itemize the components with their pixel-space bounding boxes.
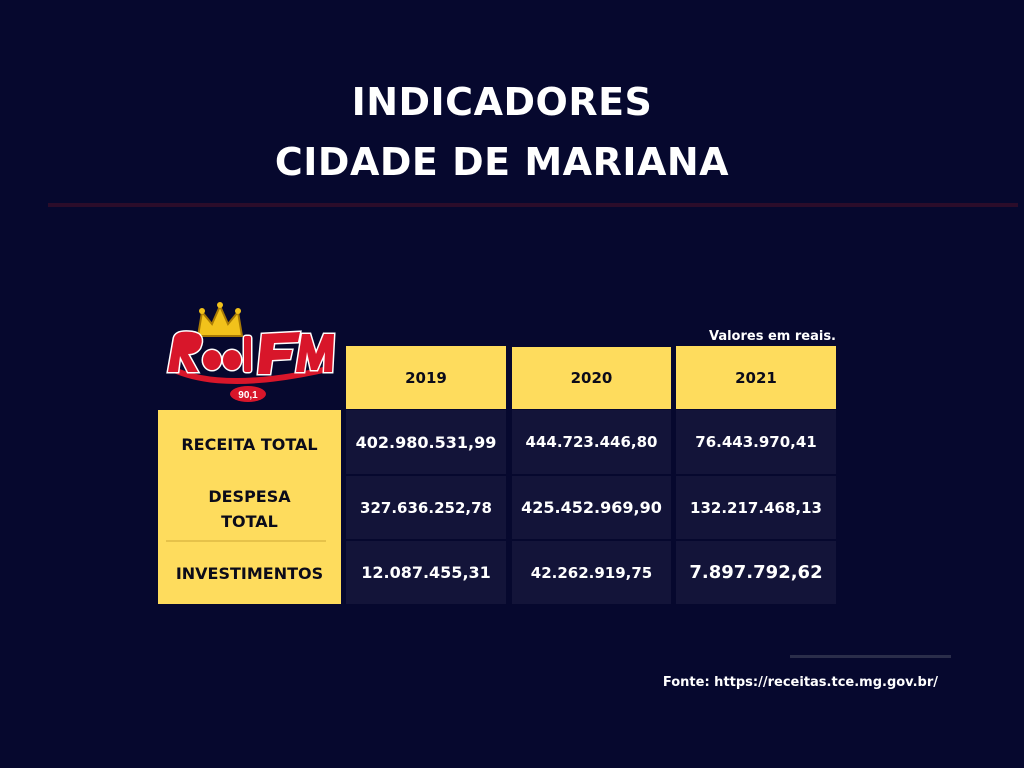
- year-header-2019: 2019: [346, 346, 506, 409]
- value-investimentos-2019: 12.087.455,31: [346, 541, 506, 604]
- real-fm-logo-graphic: 90,1: [166, 302, 336, 402]
- row-label-despesa-line1: DESPESA: [208, 487, 291, 506]
- row-label-receita: RECEITA TOTAL: [181, 434, 318, 454]
- page-title-line1: INDICADORES: [351, 80, 653, 124]
- title-divider: [48, 203, 1018, 207]
- crown-icon: [196, 302, 244, 337]
- row-label-investimentos: INVESTIMENTOS: [175, 563, 324, 583]
- row-label-separator: [166, 540, 326, 542]
- value-despesa-2019: 327.636.252,78: [346, 476, 506, 539]
- value-investimentos-2021: 7.897.792,62: [676, 541, 836, 604]
- row-label-column: [158, 410, 341, 604]
- value-receita-2020: 444.723.446,80: [512, 410, 671, 474]
- currency-note: Valores em reais.: [708, 329, 836, 344]
- year-header-2020: 2020: [512, 347, 671, 409]
- value-receita-2019: 402.980.531,99: [346, 410, 506, 474]
- value-investimentos-2020: 42.262.919,75: [512, 541, 671, 604]
- real-fm-logo: 90,1: [162, 298, 342, 410]
- value-despesa-2021: 132.217.468,13: [676, 476, 836, 539]
- source-citation: Fonte: https://receitas.tce.mg.gov.br/: [662, 675, 938, 690]
- year-header-2021: 2021: [676, 346, 836, 409]
- frequency-label: 90,1: [238, 390, 258, 401]
- value-despesa-2020: 425.452.969,90: [512, 476, 671, 539]
- source-divider: [790, 655, 951, 658]
- row-label-despesa-line2: TOTAL: [221, 512, 278, 531]
- frequency-badge: 90,1: [230, 386, 266, 402]
- page-title-line2: CIDADE DE MARIANA: [274, 140, 730, 184]
- value-receita-2021: 76.443.970,41: [676, 410, 836, 474]
- row-label-despesa: DESPESA TOTAL: [158, 478, 341, 540]
